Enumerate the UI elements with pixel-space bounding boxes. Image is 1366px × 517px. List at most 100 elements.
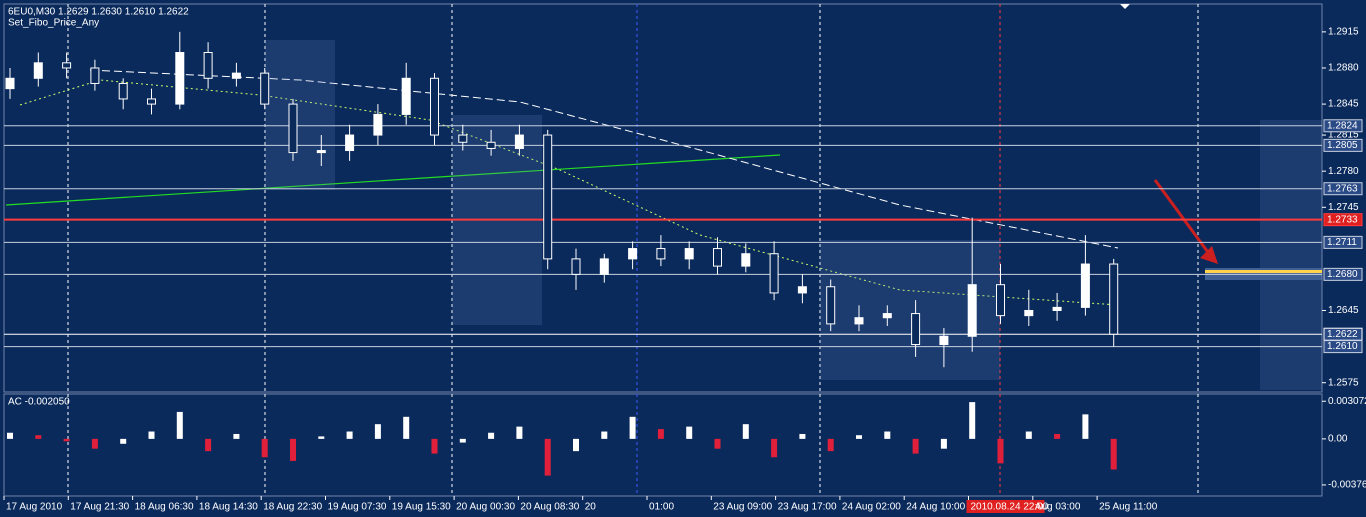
candle-body [514,134,524,149]
indicator-bar [657,429,664,439]
indicator-bar [714,438,721,449]
indicator-tick-label: 0.00 [1328,434,1348,445]
price-label-box [1323,235,1363,249]
indicator-bar [940,438,947,449]
indicator-bar [431,438,438,454]
price-level-label: 1.2711 [1327,237,1357,248]
indicator-bar [1082,414,1089,439]
candle-body [684,248,694,260]
price-level-label: 1.2622 [1327,329,1358,340]
price-label-box [1323,119,1363,133]
candle-body [741,253,751,267]
x-tick-label: 17 Aug 2010 [6,502,63,513]
indicator-bar [544,438,551,476]
indicator-bar [35,435,42,439]
candle-body [543,134,553,260]
indicator-bar [205,438,212,452]
candle-body [656,248,666,260]
trend-line [5,154,781,206]
x-tick-label: Aug 03:00 [1035,502,1081,513]
candle-body [939,335,949,346]
indicator-bar [1054,433,1061,439]
x-tick-label: 23 Aug 09:00 [713,502,772,513]
y-tick-label: 1.2745 [1328,202,1359,213]
price-label-box [1323,213,1363,227]
candle-body [854,317,864,325]
candle-body [316,150,326,154]
candle-body [203,52,213,79]
profile-area [265,40,335,190]
price-level-label: 1.2805 [1327,140,1358,151]
candle-body [288,103,298,154]
candle-body [175,52,185,105]
candle-body [62,62,72,69]
indicator-bar [516,426,523,439]
y-tick-label: 1.2880 [1328,63,1359,74]
candle-body [373,113,383,136]
volume-profile [265,40,1322,390]
chart-subtitle: Set_Fibo_Price_Any [8,18,99,29]
indicator-bar [403,416,410,439]
price-level-label: 1.2824 [1327,120,1358,131]
indicator-bar [459,438,466,443]
candle-body [1080,263,1090,308]
indicator-bar [488,432,495,439]
candle-body [882,313,892,319]
indicator-bar [601,431,608,439]
price-label-box [1323,138,1363,152]
indicator-bar [827,438,834,452]
indicator-bar [629,416,636,439]
indicator-title: AC -0.002050 [8,397,70,408]
indicator-bar [1110,438,1117,470]
indicator-bar [318,436,325,439]
chart-title: 6EU0,M30 1.2629 1.2630 1.2610 1.2622 [8,7,189,18]
price-label-box [1323,340,1363,354]
y-tick-label: 1.2815 [1328,130,1359,141]
x-tick-label: 17 Aug 21:30 [70,502,129,513]
candle-body [797,286,807,294]
x-tick-label: 20 [585,502,597,513]
candle-body [260,72,270,105]
candle-body [1109,263,1119,335]
candle-body [5,77,15,90]
price-level-label: 1.2733 [1327,214,1358,225]
x-tick-label: 18 Aug 14:30 [199,502,258,513]
x-tick-label: 20 Aug 08:30 [520,502,579,513]
candle-body [599,258,609,275]
price-level-label: 1.2763 [1327,183,1358,194]
x-tick-label: 24 Aug 10:00 [906,502,965,513]
indicator-bar [233,433,240,439]
indicator-bar [63,438,70,442]
candle-body [1052,306,1062,311]
x-tick-label: 23 Aug 17:00 [778,502,837,513]
main-frame [3,3,1323,393]
candle-body [1024,309,1034,317]
indicator-bar [290,438,296,461]
candle-body [458,134,468,143]
indicator-bar [7,432,13,439]
y-tick-label: 1.2915 [1328,27,1359,38]
indicator-bar [799,433,806,439]
y-tick-label: 1.2845 [1328,99,1359,110]
annotation-arrowhead [1200,246,1218,264]
candle-body [401,77,411,115]
indicator-bar [771,438,778,458]
candle-body [996,284,1005,317]
candle-body [33,62,43,79]
x-tick-label: 19 Aug 15:30 [392,502,451,513]
indicator-bar [1025,431,1032,439]
x-tick-label: 18 Aug 06:30 [135,502,194,513]
indicator-bar [148,431,155,439]
indicator-bar [176,411,183,439]
candle-body [911,313,921,346]
indicator-bar [374,424,381,439]
price-level-label: 1.2610 [1327,341,1358,352]
candle-body [430,77,439,136]
x-tick-label: 2010.08.24 22:00 [971,502,1049,513]
indicator-bar [912,438,919,454]
indicator-tick-label: -0.00376 [1328,480,1366,491]
candle-body [826,286,836,325]
indicator-bar [969,402,976,439]
